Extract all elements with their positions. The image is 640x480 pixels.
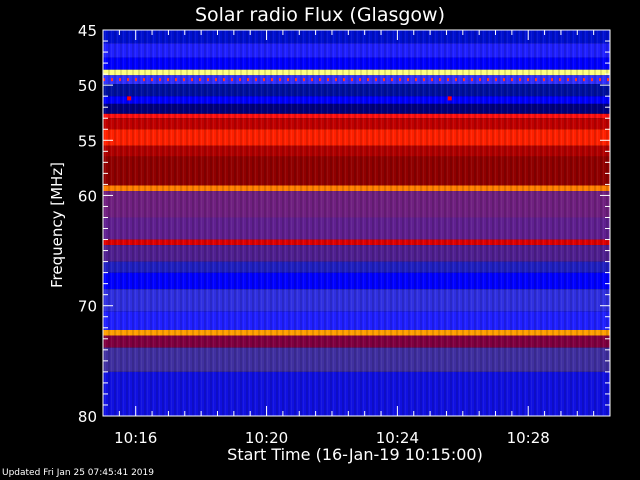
x-tick-label: 10:16: [114, 429, 157, 447]
y-axis-label: Frequency [MHz]: [48, 161, 66, 289]
noise-texture: [103, 30, 610, 416]
plot-border: [102, 29, 611, 417]
y-tick-label: 45: [78, 22, 97, 40]
x-tick-label: 10:24: [376, 429, 419, 447]
axis-tick-labels: 10:16 10:20 10:24 10:28 45 50 55 60 70 80: [78, 22, 550, 447]
x-axis-label: Start Time (16-Jan-19 10:15:00): [227, 445, 483, 464]
spectrogram-plot-area: [102, 29, 611, 417]
y-tick-label: 50: [78, 77, 97, 95]
point-event: [447, 96, 452, 101]
y-tick-label: 55: [78, 132, 97, 150]
point-events: [127, 96, 452, 101]
updated-timestamp: Updated Fri Jan 25 07:45:41 2019: [2, 468, 154, 478]
y-tick-label: 60: [78, 187, 97, 205]
y-tick-label: 80: [78, 408, 97, 426]
point-event: [127, 96, 132, 101]
x-tick-label: 10:28: [507, 429, 550, 447]
y-tick-label: 70: [78, 298, 97, 316]
chart-title: Solar radio Flux (Glasgow): [194, 4, 446, 26]
axis-ticks: [103, 30, 610, 416]
x-tick-label: 10:20: [245, 429, 288, 447]
